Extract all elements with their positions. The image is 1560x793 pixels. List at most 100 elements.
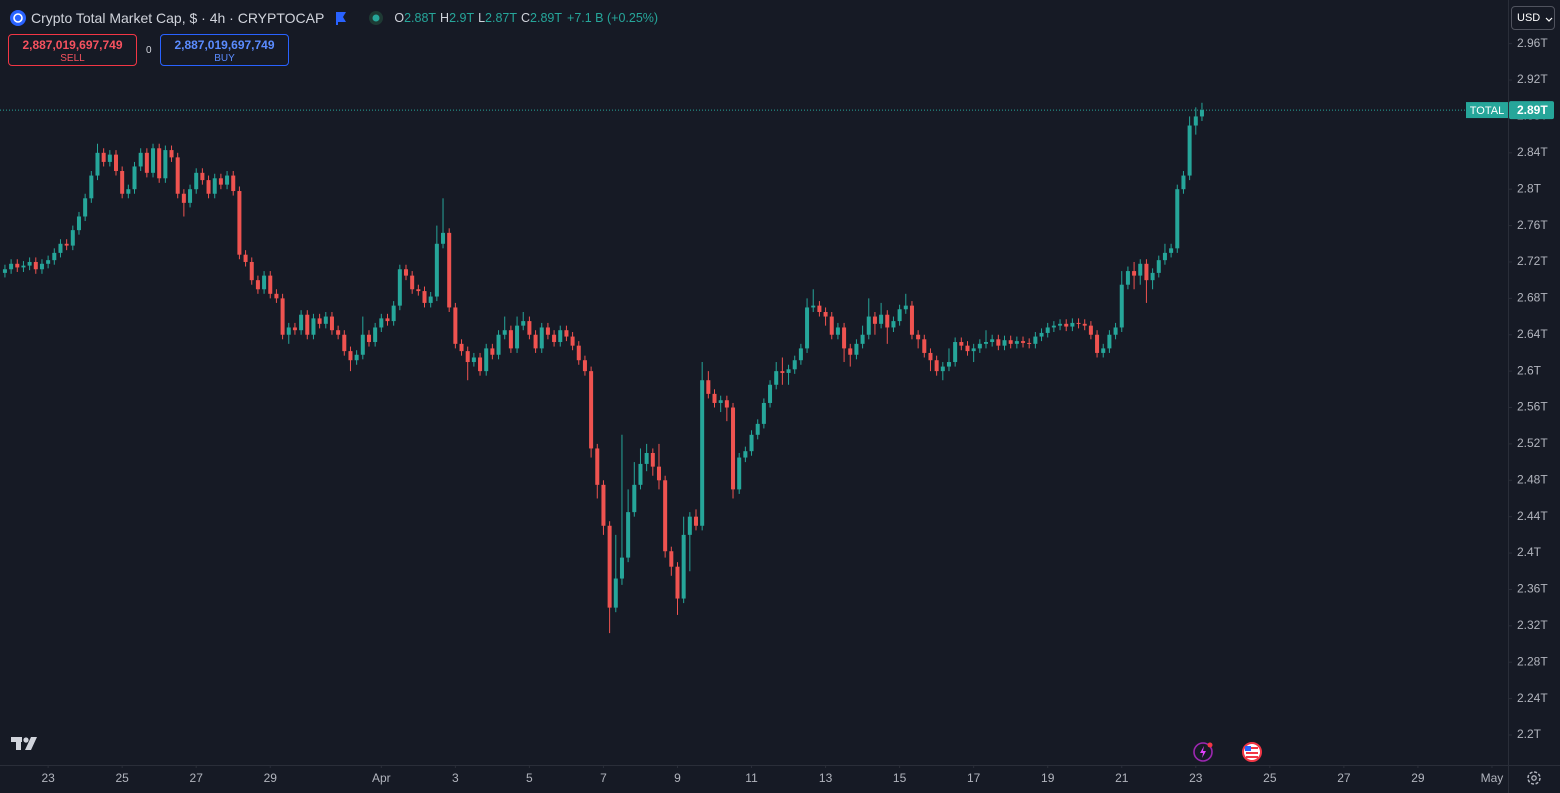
candle-body: [471, 357, 476, 363]
candle-body: [15, 263, 20, 268]
candle-body: [274, 293, 279, 299]
sell-button[interactable]: 2,887,019,697,749 SELL: [8, 34, 137, 66]
candle-body: [576, 345, 581, 361]
candle-body: [366, 334, 371, 343]
x-tick-label: 7: [600, 771, 607, 785]
candle-body: [354, 354, 359, 361]
ohlc-key: H: [440, 11, 450, 25]
candle-body: [422, 291, 427, 303]
candle-body: [811, 305, 816, 308]
candle-body: [928, 352, 933, 361]
y-tick-label: 2.4T: [1517, 545, 1542, 559]
candle-body: [823, 312, 828, 317]
candle-body: [872, 316, 877, 324]
candle-body: [1107, 334, 1112, 349]
candle-body: [1193, 116, 1198, 126]
candle-body: [990, 339, 995, 343]
candle-body: [1156, 260, 1161, 273]
candle-body: [632, 484, 637, 513]
x-tick-label: May: [1481, 771, 1504, 785]
candle-body: [200, 172, 205, 181]
candle-body: [1150, 272, 1155, 281]
candle-body: [983, 342, 989, 344]
candle-body: [1070, 322, 1075, 327]
candle-body: [996, 339, 1001, 346]
candle-body: [934, 360, 939, 372]
candle-body: [897, 309, 902, 322]
ohlc-key: C: [521, 11, 531, 25]
y-tick-label: 2.96T: [1517, 36, 1548, 50]
candle-body: [1021, 341, 1026, 343]
candle-body: [379, 318, 384, 328]
candle-body: [441, 232, 446, 244]
candle-body: [829, 316, 834, 335]
candle-body: [798, 348, 803, 361]
candle-body: [718, 400, 723, 403]
candle-body: [2, 269, 7, 273]
candle-body: [120, 171, 125, 194]
candle-body: [218, 178, 223, 185]
candle-body: [459, 343, 464, 352]
x-tick-label: 13: [819, 771, 833, 785]
ohlc-value: 2.87T: [485, 11, 518, 25]
candle-body: [27, 261, 32, 266]
x-tick-label: 29: [264, 771, 278, 785]
candle-body: [385, 318, 390, 322]
candle-body: [1119, 284, 1124, 328]
flag-icon[interactable]: [334, 11, 348, 25]
market-status[interactable]: [368, 10, 384, 26]
candle-body: [700, 380, 705, 526]
candle-body: [1162, 252, 1167, 261]
candle-body: [835, 327, 840, 335]
x-tick-label: 3: [452, 771, 459, 785]
candle-body: [502, 330, 507, 335]
candle-body: [1008, 340, 1013, 344]
candle-body: [348, 351, 353, 361]
settings-icon[interactable]: [1527, 771, 1541, 785]
candle-body: [545, 327, 550, 335]
candle-body: [101, 152, 106, 162]
candle-body: [1014, 341, 1019, 344]
candle-body: [1002, 340, 1007, 346]
candle-body: [601, 484, 606, 526]
candle-body: [558, 330, 563, 343]
candle-body: [669, 551, 674, 567]
economic-event-icon[interactable]: [1242, 742, 1262, 762]
y-tick-label: 2.52T: [1517, 436, 1548, 450]
symbol-title: Crypto Total Market Cap, $ · 4h · CRYPTO…: [31, 10, 325, 26]
candle-body: [212, 178, 217, 194]
candle-body: [613, 578, 618, 608]
currency-button[interactable]: USD: [1511, 6, 1555, 30]
candle-body: [1132, 271, 1137, 276]
candle-body: [761, 402, 766, 424]
candle-body: [70, 230, 75, 246]
candle-body: [391, 305, 396, 322]
candle-body: [607, 525, 612, 608]
candle-body: [1058, 323, 1063, 326]
candle-body: [959, 342, 964, 346]
y-tick-label: 2.28T: [1517, 654, 1548, 668]
candle-body: [188, 189, 193, 203]
candle-body: [638, 463, 643, 485]
candle-body: [478, 357, 483, 372]
y-tick-label: 2.92T: [1517, 72, 1548, 86]
ohlc-key: O: [394, 11, 405, 25]
change: +7.1 B (+0.25%): [567, 11, 659, 25]
candle-body: [1175, 189, 1180, 249]
candle-body: [656, 466, 661, 481]
y-tick-label: 2.64T: [1517, 327, 1548, 341]
candle-body: [311, 318, 316, 335]
candle-body: [965, 345, 970, 352]
events-icon[interactable]: [1193, 742, 1213, 762]
candle-body: [262, 275, 267, 290]
candle-body: [144, 152, 149, 173]
candle-body: [157, 148, 162, 179]
candle-body: [52, 252, 57, 261]
candles: [2, 102, 1204, 634]
candle-body: [447, 232, 452, 308]
buy-button[interactable]: 2,887,019,697,749 BUY: [160, 34, 289, 66]
ohlc-value: 2.89T: [530, 11, 563, 25]
spread: 0: [146, 45, 152, 56]
